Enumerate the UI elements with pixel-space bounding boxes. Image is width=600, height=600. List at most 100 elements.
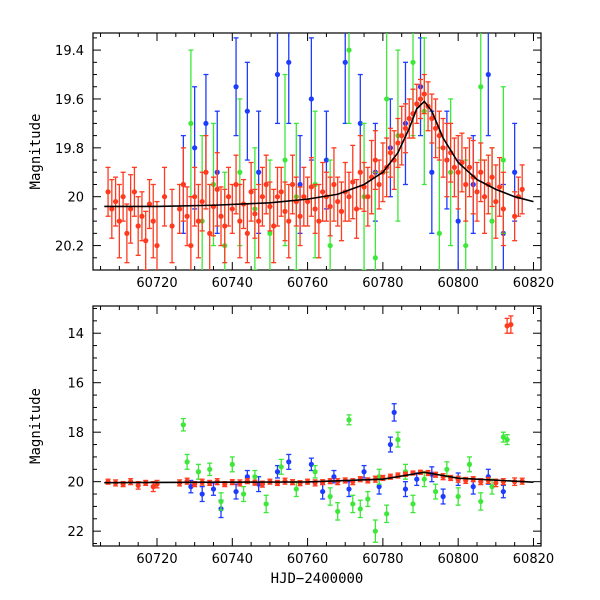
data-point <box>331 181 337 188</box>
data-point <box>331 474 337 480</box>
data-point <box>289 181 296 188</box>
data-point <box>338 208 345 214</box>
data-point <box>320 488 326 495</box>
data-point <box>500 434 506 440</box>
data-point <box>395 140 401 146</box>
data-point <box>192 194 198 200</box>
data-point <box>263 501 269 507</box>
data-point <box>376 181 382 188</box>
data-point <box>297 181 303 188</box>
data-point <box>508 321 514 328</box>
data-point <box>161 194 168 200</box>
data-point <box>429 115 435 122</box>
data-point <box>512 169 518 175</box>
data-point <box>308 96 314 102</box>
x-tick-label: 60780 <box>362 276 403 291</box>
y-tick-label: 19.8 <box>55 142 84 157</box>
data-point <box>455 169 461 175</box>
data-point <box>282 478 288 484</box>
data-point <box>210 486 217 492</box>
data-point <box>278 464 284 470</box>
y-tick-label: 14 <box>67 327 84 342</box>
top-panel: 60720 60740 60760 60780 60800 60820 19.4 19.6 19… <box>28 32 554 291</box>
data-point <box>384 511 390 517</box>
data-point <box>346 47 352 53</box>
data-point <box>105 479 111 485</box>
data-point <box>240 491 247 497</box>
data-point <box>372 255 378 261</box>
data-point <box>244 108 250 114</box>
data-point <box>466 461 473 467</box>
data-point <box>267 203 273 210</box>
x-tick-label: 60720 <box>136 552 177 567</box>
data-point <box>402 125 409 131</box>
data-point <box>233 488 239 495</box>
data-point <box>421 476 427 482</box>
data-point <box>327 242 333 249</box>
y-tick-label: 22 <box>67 525 84 540</box>
data-point <box>252 211 258 217</box>
data-point <box>327 493 333 500</box>
data-point <box>436 133 442 139</box>
data-point <box>139 213 145 219</box>
data-point <box>440 145 446 151</box>
data-point <box>432 125 439 131</box>
data-point <box>105 189 111 195</box>
data-point <box>256 169 262 175</box>
data-point <box>406 115 412 122</box>
series-group <box>105 73 525 270</box>
y-tick-label: 16 <box>67 377 84 392</box>
y-tick-label: 20.2 <box>55 240 84 255</box>
data-point <box>323 157 330 163</box>
data-point <box>203 120 209 127</box>
data-point <box>222 223 228 229</box>
data-point <box>286 459 292 465</box>
data-point <box>391 409 397 415</box>
data-point <box>399 133 405 139</box>
data-point <box>237 169 243 175</box>
y-axis-label: Magnitude <box>28 114 44 190</box>
data-point <box>346 486 352 492</box>
data-point <box>357 169 363 175</box>
y-tick-label: 19.4 <box>55 44 84 59</box>
data-point <box>444 466 450 472</box>
data-point <box>342 59 348 65</box>
data-point <box>432 488 439 495</box>
data-point <box>357 506 363 512</box>
data-point <box>286 59 292 65</box>
data-point <box>203 169 209 175</box>
data-point <box>252 474 258 480</box>
data-point <box>429 169 435 175</box>
y-axis-label: Magnitude <box>28 388 44 464</box>
x-tick-label: 60740 <box>212 552 253 567</box>
data-point <box>410 501 416 507</box>
data-point <box>199 198 205 205</box>
data-point <box>372 157 378 163</box>
data-point <box>259 194 266 200</box>
data-point <box>478 84 484 90</box>
data-point <box>244 474 250 480</box>
data-point <box>376 484 382 490</box>
data-point <box>116 218 122 224</box>
data-point <box>478 169 484 175</box>
data-point <box>195 218 202 224</box>
x-axis-label: HJD−2400000 <box>271 571 364 587</box>
x-tick-label: 60720 <box>136 276 177 291</box>
data-point <box>184 213 190 219</box>
data-point <box>244 478 250 484</box>
data-point <box>233 181 239 188</box>
data-point <box>320 189 326 195</box>
data-point <box>278 189 284 195</box>
data-point <box>199 491 205 497</box>
data-point <box>128 479 134 485</box>
data-point <box>440 493 446 500</box>
data-point <box>131 189 138 195</box>
data-point <box>120 194 126 200</box>
plot-frame <box>92 305 542 547</box>
data-point <box>312 469 318 475</box>
data-point <box>481 194 488 200</box>
data-point <box>485 71 491 78</box>
data-point <box>357 120 363 127</box>
data-point <box>301 194 307 200</box>
data-point <box>188 484 194 490</box>
